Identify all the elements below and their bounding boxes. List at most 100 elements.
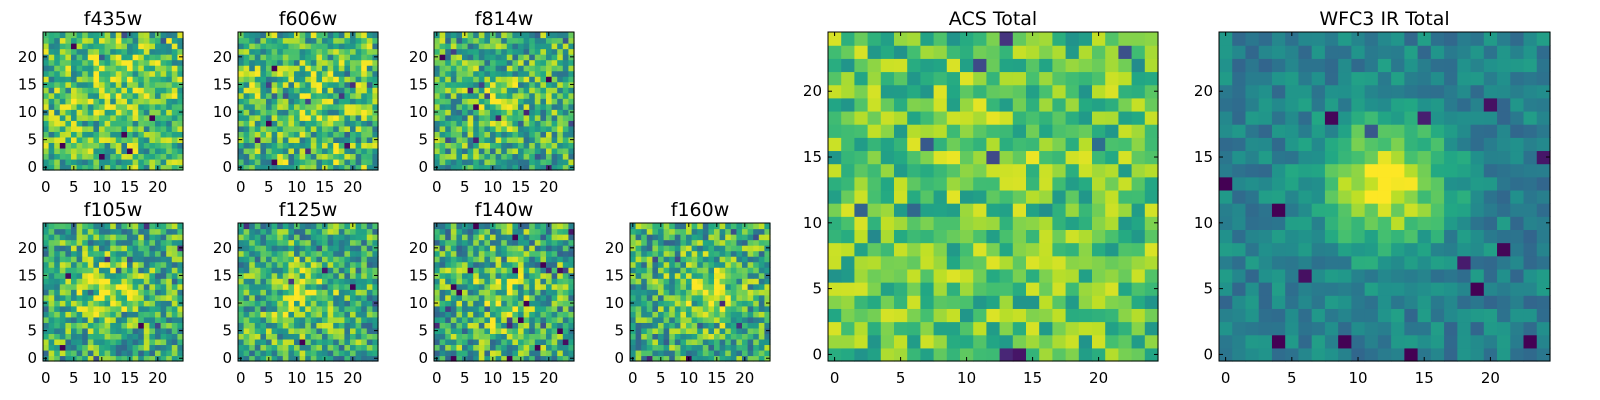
heatmap-cell bbox=[138, 223, 145, 230]
heatmap-cell bbox=[177, 37, 184, 44]
heatmap-cell bbox=[946, 176, 961, 191]
heatmap-cell bbox=[467, 338, 474, 346]
heatmap-cell bbox=[828, 282, 842, 296]
heatmap-cell bbox=[456, 311, 463, 318]
heatmap-cell bbox=[350, 43, 357, 50]
heatmap-cell bbox=[730, 267, 737, 274]
heatmap-cell bbox=[663, 289, 670, 296]
heatmap-cell bbox=[490, 43, 497, 50]
heatmap-cell bbox=[104, 164, 111, 171]
heatmap-cell bbox=[456, 333, 463, 340]
heatmap-cell bbox=[171, 54, 178, 61]
heatmap-cell bbox=[76, 142, 83, 149]
heatmap-cell bbox=[338, 316, 345, 323]
heatmap-cell bbox=[551, 316, 558, 323]
heatmap-cell bbox=[719, 355, 726, 362]
heatmap-cell bbox=[138, 103, 145, 110]
heatmap-cell bbox=[310, 48, 317, 55]
heatmap-cell bbox=[946, 321, 961, 336]
heatmap-cell bbox=[249, 333, 256, 340]
heatmap-cell bbox=[714, 272, 721, 279]
x-tick-label: 10 bbox=[287, 369, 306, 387]
heatmap-cell bbox=[758, 267, 765, 274]
heatmap-cell bbox=[350, 59, 357, 66]
heatmap-cell bbox=[48, 98, 55, 105]
heatmap-cell bbox=[243, 164, 250, 171]
heatmap-cell bbox=[641, 283, 648, 290]
heatmap-cell bbox=[243, 311, 250, 318]
heatmap-cell bbox=[76, 153, 83, 160]
heatmap-cell bbox=[658, 272, 665, 279]
heatmap-cell bbox=[456, 98, 463, 105]
x-tick-label: 15 bbox=[315, 178, 334, 196]
heatmap-cell bbox=[907, 295, 921, 309]
heatmap-cell bbox=[350, 48, 357, 55]
heatmap-cell bbox=[266, 142, 273, 149]
heatmap-cell bbox=[462, 158, 469, 166]
heatmap-cell bbox=[155, 158, 162, 166]
heatmap-cell bbox=[551, 256, 558, 263]
heatmap-cell bbox=[518, 316, 525, 323]
heatmap-cell bbox=[316, 87, 323, 94]
y-tick-label: 15 bbox=[213, 266, 232, 284]
heatmap-cell bbox=[439, 103, 446, 110]
heatmap-cell bbox=[115, 344, 122, 351]
heatmap-cell bbox=[484, 338, 491, 346]
heatmap-cell bbox=[456, 59, 463, 66]
heatmap-cell bbox=[841, 282, 855, 296]
heatmap-cell bbox=[742, 234, 749, 241]
heatmap-cell bbox=[327, 261, 334, 268]
heatmap-cell bbox=[361, 300, 368, 307]
heatmap-cell bbox=[562, 65, 569, 72]
heatmap-cell bbox=[557, 70, 564, 77]
heatmap-cell bbox=[557, 164, 564, 171]
heatmap-cell bbox=[512, 344, 519, 351]
heatmap-cell bbox=[920, 163, 935, 178]
heatmap-cell bbox=[568, 153, 575, 160]
heatmap-cell bbox=[43, 125, 50, 132]
heatmap-cell bbox=[266, 234, 273, 241]
axes-frame bbox=[237, 31, 379, 171]
heatmap-cell bbox=[372, 261, 379, 268]
heatmap-cell bbox=[490, 48, 497, 55]
heatmap-cell bbox=[462, 267, 469, 274]
heatmap-cell bbox=[87, 338, 94, 346]
heatmap-cell bbox=[310, 245, 317, 252]
heatmap-cell bbox=[557, 294, 564, 301]
heatmap-cell bbox=[282, 37, 289, 44]
heatmap-cell bbox=[674, 327, 681, 334]
heatmap-cell bbox=[523, 333, 530, 340]
heatmap-cell bbox=[294, 338, 301, 346]
heatmap-cell bbox=[456, 305, 463, 312]
heatmap-cell bbox=[534, 322, 541, 329]
heatmap-cell bbox=[361, 59, 368, 66]
heatmap-cell bbox=[316, 37, 323, 44]
heatmap-cell bbox=[680, 223, 687, 230]
heatmap-cell bbox=[177, 239, 184, 246]
heatmap-cell bbox=[155, 92, 162, 99]
heatmap-cell bbox=[338, 223, 345, 230]
heatmap-cell bbox=[294, 322, 301, 329]
heatmap-cell bbox=[76, 294, 83, 301]
heatmap-cell bbox=[518, 109, 525, 116]
heatmap-cell bbox=[87, 234, 94, 241]
heatmap-cell bbox=[299, 136, 306, 143]
heatmap-cell bbox=[445, 294, 452, 301]
heatmap-cell bbox=[327, 164, 334, 171]
heatmap-cell bbox=[132, 338, 139, 346]
heatmap-cell bbox=[87, 349, 94, 357]
heatmap-cell bbox=[529, 37, 536, 44]
heatmap-cell bbox=[708, 349, 715, 357]
heatmap-cell bbox=[702, 234, 709, 241]
heatmap-cell bbox=[518, 70, 525, 77]
heatmap-cell bbox=[478, 142, 485, 149]
heatmap-cell bbox=[1012, 176, 1027, 191]
heatmap-cell bbox=[697, 278, 704, 285]
y-tick-label: 20 bbox=[213, 239, 232, 257]
heatmap-cell bbox=[171, 289, 178, 296]
heatmap-cell bbox=[747, 278, 754, 285]
heatmap-cell bbox=[646, 327, 653, 334]
heatmap-cell bbox=[372, 305, 379, 312]
heatmap-cell bbox=[127, 327, 134, 334]
heatmap-cell bbox=[730, 223, 737, 230]
